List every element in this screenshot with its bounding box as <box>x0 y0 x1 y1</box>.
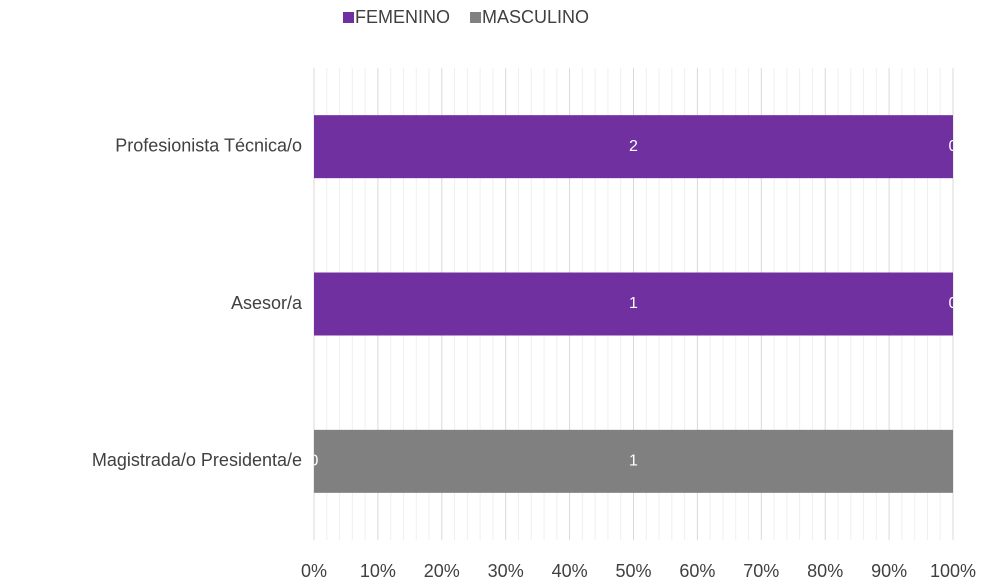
y-tick-label: Magistrada/o Presidenta/e <box>92 450 302 470</box>
legend-label: FEMENINO <box>355 7 450 27</box>
x-tick-label: 90% <box>871 561 907 581</box>
x-tick-label: 50% <box>615 561 651 581</box>
bar <box>314 115 953 179</box>
bar-label: 1 <box>629 453 638 470</box>
bar <box>314 429 953 493</box>
bar-label: 0 <box>310 453 319 470</box>
bar-label: 0 <box>949 295 958 312</box>
axes: 0% 10% 20% 30% 40% 50% 60% 70% 80% 90% 100% Profesi… <box>92 135 976 580</box>
x-tick-label: 0% <box>301 561 327 581</box>
x-tick-label: 10% <box>360 561 396 581</box>
bar-label: 1 <box>629 295 638 312</box>
x-tick-label: 30% <box>488 561 524 581</box>
y-tick-label: Asesor/a <box>231 293 303 313</box>
bar-label: 0 <box>949 138 958 155</box>
bars <box>314 115 953 493</box>
x-tick-label: 80% <box>807 561 843 581</box>
x-tick-label: 20% <box>424 561 460 581</box>
x-tick-label: 70% <box>743 561 779 581</box>
x-tick-label: 40% <box>552 561 588 581</box>
y-tick-label: Profesionista Técnica/o <box>115 135 302 155</box>
legend-label: MASCULINO <box>482 7 589 27</box>
bar <box>314 272 953 336</box>
x-tick-label: 100% <box>930 561 976 581</box>
bar-label: 2 <box>629 138 638 155</box>
legend: FEMENINO MASCULINO <box>343 7 589 27</box>
legend-swatch <box>470 12 482 23</box>
data-labels: 2 0 1 0 0 1 <box>310 138 958 470</box>
x-tick-label: 60% <box>679 561 715 581</box>
legend-swatch <box>343 12 354 23</box>
